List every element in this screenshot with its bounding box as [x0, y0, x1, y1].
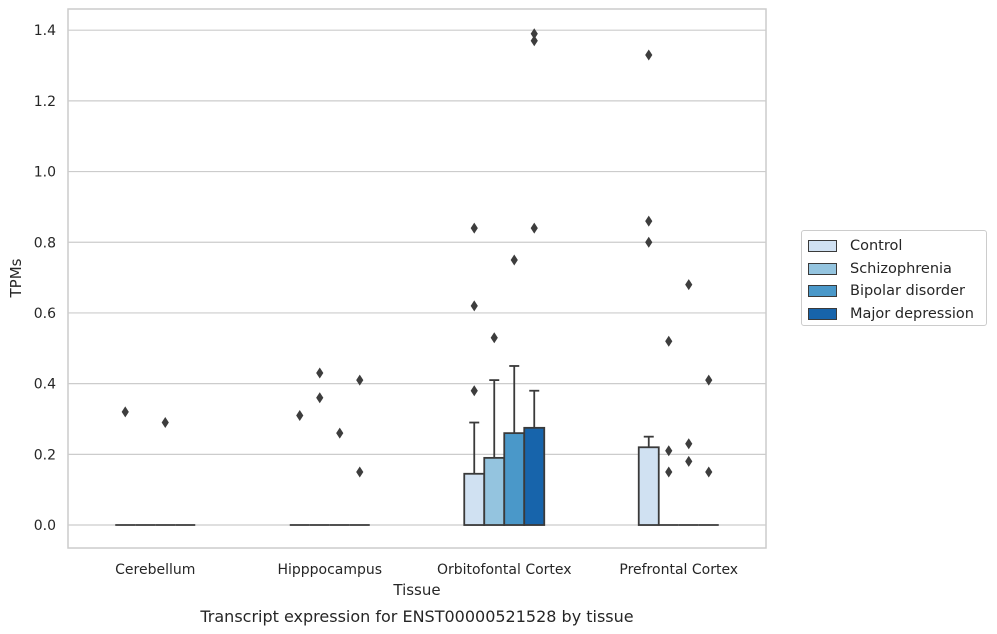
legend-swatch: [808, 262, 837, 275]
outliers-layer: [121, 28, 713, 478]
x-tick-label: Orbitofontal Cortex: [437, 562, 572, 578]
legend-label: Schizophrenia: [850, 260, 952, 277]
outlier-point: [470, 300, 478, 312]
y-tick-label: 0.0: [34, 518, 56, 534]
outlier-point: [665, 335, 673, 347]
legend-label: Bipolar disorder: [850, 283, 965, 300]
chart-caption: Transcript expression for ENST0000052152…: [199, 607, 633, 626]
outlier-point: [645, 236, 653, 248]
outlier-point: [705, 374, 713, 386]
outlier-point: [530, 222, 538, 234]
outlier-point: [510, 254, 518, 266]
outlier-point: [470, 385, 478, 397]
outlier-point: [316, 392, 324, 404]
legend: Control Schizophrenia Bipolar disorder Majo…: [801, 230, 987, 326]
y-axis-label: TPMs: [7, 258, 25, 298]
outlier-point: [685, 455, 693, 467]
x-tick-label: Prefrontal Cortex: [619, 562, 738, 578]
y-tick-label: 0.4: [34, 377, 56, 393]
legend-item: Schizophrenia: [808, 258, 986, 281]
y-tick-label: 0.6: [34, 306, 56, 322]
outlier-point: [530, 35, 538, 47]
legend-label: Major depression: [850, 305, 974, 322]
outlier-point: [121, 406, 129, 418]
x-tick-label: Hipppocampus: [277, 562, 382, 578]
outlier-point: [356, 374, 364, 386]
outlier-point: [665, 466, 673, 478]
y-tick-label: 1.4: [34, 23, 56, 39]
outlier-point: [490, 332, 498, 344]
x-tick-label: Cerebellum: [115, 562, 195, 578]
bar: [503, 432, 526, 526]
legend-swatch: [808, 285, 837, 298]
outlier-point: [705, 466, 713, 478]
outlier-point: [316, 367, 324, 379]
legend-item: Bipolar disorder: [808, 280, 986, 303]
outlier-point: [685, 279, 693, 291]
outlier-point: [685, 438, 693, 450]
y-tick-label: 1.2: [34, 94, 56, 110]
bar: [463, 472, 486, 526]
outlier-point: [470, 222, 478, 234]
legend-item: Control: [808, 235, 986, 258]
outlier-point: [645, 49, 653, 61]
legend-swatch: [808, 240, 837, 253]
y-tick-label: 0.2: [34, 447, 56, 463]
outlier-point: [645, 215, 653, 227]
bars-layer: [115, 365, 719, 526]
outlier-point: [161, 417, 169, 429]
legend-item: Major depression: [808, 303, 986, 326]
y-tick-label: 0.8: [34, 235, 56, 251]
outlier-point: [530, 28, 538, 40]
bar: [637, 446, 660, 526]
x-axis-label: Tissue: [392, 581, 440, 599]
legend-swatch: [808, 307, 837, 320]
legend-label: Control: [850, 238, 903, 255]
outlier-point: [356, 466, 364, 478]
bar: [483, 456, 506, 526]
y-tick-label: 1.0: [34, 165, 56, 181]
outlier-point: [336, 427, 344, 439]
grid-lines: [68, 29, 766, 526]
outlier-point: [296, 409, 304, 421]
x-tick-labels: Cerebellum Hipppocampus Orbitofontal Corte…: [115, 562, 738, 578]
y-tick-labels: 0.0 0.2 0.4 0.6 0.8 1.0 1.2 1.4: [34, 23, 56, 534]
bar: [523, 426, 546, 526]
plot-frame: [67, 8, 767, 549]
outlier-point: [665, 445, 673, 457]
